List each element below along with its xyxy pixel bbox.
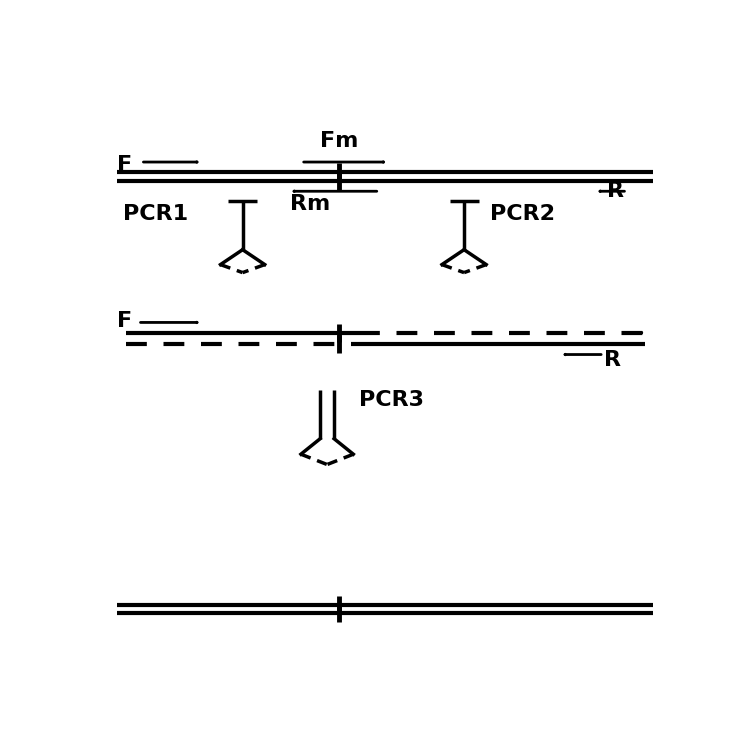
- Text: PCR2: PCR2: [490, 204, 555, 224]
- Text: R: R: [604, 350, 621, 370]
- Text: PCR1: PCR1: [123, 204, 188, 224]
- Text: F: F: [117, 155, 132, 175]
- Text: R: R: [607, 182, 624, 202]
- Text: Rm: Rm: [290, 194, 330, 214]
- Text: F: F: [117, 311, 132, 331]
- Text: PCR3: PCR3: [359, 390, 424, 410]
- Text: Fm: Fm: [320, 131, 358, 151]
